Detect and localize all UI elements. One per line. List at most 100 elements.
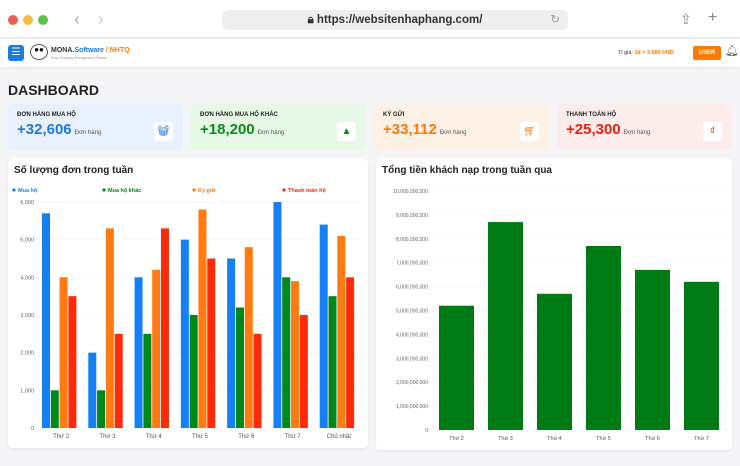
bar (635, 269, 670, 430)
panda-logo-icon: ●● (30, 44, 48, 60)
bar (59, 277, 68, 428)
x-tick-label: Thứ 4 (547, 436, 562, 442)
bar (152, 269, 161, 428)
y-tick-label: 3,000,000,000 (396, 356, 428, 362)
y-tick-label: 1,000 (20, 388, 34, 394)
x-tick-label: Thứ 2 (53, 434, 70, 440)
y-tick-label: 1,000,000,000 (396, 404, 428, 410)
stat-title: ĐƠN HÀNG MUA HỘ KHÁC (200, 112, 278, 118)
x-tick-label: Thứ 5 (192, 434, 209, 440)
basket-icon: 🧺︎ (154, 122, 173, 141)
bar (42, 213, 50, 428)
maximize-window-button[interactable] (38, 15, 48, 25)
deposit-week-chart: 0 1,000,000,000 2,000,000,000 3,000,000,000… (393, 189, 726, 442)
y-tick-label: 10,000,000,000 (393, 189, 428, 195)
address-bar[interactable]: 🔒︎ https://websitenhaphang.com/ ↻ (222, 10, 568, 30)
stat-card[interactable]: ĐƠN HÀNG MUA HỘ KHÁC +18,200 Đơn hàng ▲ (191, 104, 366, 150)
bar (114, 333, 123, 428)
bar (68, 296, 77, 428)
bar (586, 245, 621, 430)
x-tick-label: Thứ 2 (449, 436, 464, 442)
bar (189, 315, 198, 428)
stat-title: KÝ GỬI (383, 112, 405, 118)
page-title: DASHBOARD (8, 82, 99, 98)
x-tick-label: Thứ 4 (146, 434, 163, 440)
bar (198, 209, 207, 428)
x-tick-label: Thứ 7 (285, 434, 302, 440)
bar (319, 224, 328, 428)
chart-title: Số lượng đơn trong tuần (14, 165, 134, 176)
stat-value: +25,300 (566, 121, 621, 138)
new-tab-icon[interactable]: + (708, 9, 718, 26)
lock-icon: 🔒︎ (307, 14, 317, 26)
back-icon[interactable]: ‹ (74, 9, 80, 29)
bar (105, 228, 114, 428)
boxes-icon: ▲ (337, 122, 356, 141)
legend-label: Thanh toán hộ (288, 188, 327, 194)
x-tick-label: Thứ 3 (99, 434, 116, 440)
bar (244, 247, 253, 428)
y-tick-label: 5,000,000,000 (396, 309, 428, 315)
bar (488, 222, 523, 430)
forward-icon[interactable]: › (98, 9, 104, 29)
stat-card[interactable]: KÝ GỬI +33,112 Đơn hàng 🛒︎ (374, 104, 549, 150)
legend-marker (192, 188, 196, 192)
bar (684, 281, 719, 430)
bar (97, 390, 106, 428)
orders-week-chart: 0 1,000 2,000 3,000 4,000 5,000 6,000 Thứ 2 Thứ … (12, 188, 362, 440)
brand-tagline: Drop Shipping Management System (51, 56, 108, 60)
bar (346, 277, 355, 428)
y-tick-label: 6,000 (20, 200, 34, 206)
brand-name: MONA.Software / NHTQ (51, 47, 130, 54)
bar (439, 305, 474, 430)
y-tick-label: 4,000,000,000 (396, 332, 428, 338)
user-button[interactable]: USER (693, 46, 721, 60)
y-tick-label: 7,000,000,000 (396, 261, 428, 267)
bar (337, 235, 346, 428)
x-tick-label: Thứ 5 (596, 436, 611, 442)
bar (207, 258, 216, 428)
bar (134, 277, 143, 428)
x-tick-label: Chủ nhật (327, 433, 352, 440)
x-tick-label: Thứ 7 (694, 436, 709, 442)
legend-label: Ký gửi (198, 188, 216, 194)
stat-card[interactable]: THANH TOÁN HỘ +25,300 Đơn hàng ₫ (557, 104, 732, 150)
x-tick-label: Thứ 6 (238, 434, 255, 440)
share-icon[interactable]: ⇪ (680, 11, 692, 27)
close-window-button[interactable] (8, 15, 18, 25)
y-tick-label: 2,000,000,000 (396, 380, 428, 386)
exchange-rate: Tỉ giá: 1¥ = 3,580 VND (618, 50, 674, 56)
bar (291, 281, 300, 428)
y-tick-label: 6,000,000,000 (396, 285, 428, 291)
payment-icon: ₫ (703, 122, 722, 141)
legend-marker (102, 188, 106, 192)
y-tick-label: 0 (31, 426, 34, 432)
stat-unit: Đơn hàng (74, 130, 102, 136)
minimize-window-button[interactable] (23, 15, 33, 25)
bar (282, 277, 291, 428)
bar (253, 333, 262, 428)
y-tick-label: 0 (425, 428, 428, 434)
legend-label: Mua hộ (18, 188, 38, 194)
x-tick-label: Thứ 6 (645, 436, 660, 442)
bar (537, 293, 572, 430)
legend-marker (282, 188, 286, 192)
bar (143, 333, 152, 428)
x-tick-label: Thứ 3 (498, 436, 513, 442)
stat-value: +18,200 (200, 121, 255, 138)
legend-marker (12, 188, 16, 192)
bar (160, 228, 169, 428)
bell-icon[interactable]: 🔔︎ (725, 45, 739, 57)
stat-value: +32,606 (17, 121, 72, 138)
app-header: ☰ ●● MONA.Software / NHTQ Drop Shipping … (0, 39, 740, 67)
menu-toggle-icon[interactable]: ☰ (8, 45, 24, 61)
cart-icon: 🛒︎ (520, 122, 539, 141)
y-tick-label: 3,000 (20, 313, 34, 319)
reload-icon[interactable]: ↻ (550, 14, 560, 26)
y-tick-label: 5,000 (20, 238, 34, 244)
stat-unit: Đơn hàng (623, 130, 651, 136)
deposit-week-chart-card: Tổng tiền khách nạp trong tuần qua 0 1,00… (376, 158, 732, 450)
url-text: https://websitenhaphang.com/ (316, 14, 483, 26)
stat-card[interactable]: ĐƠN HÀNG MUA HỘ +32,606 Đơn hàng 🧺︎ (8, 104, 183, 150)
stat-value: +33,112 (383, 121, 437, 138)
